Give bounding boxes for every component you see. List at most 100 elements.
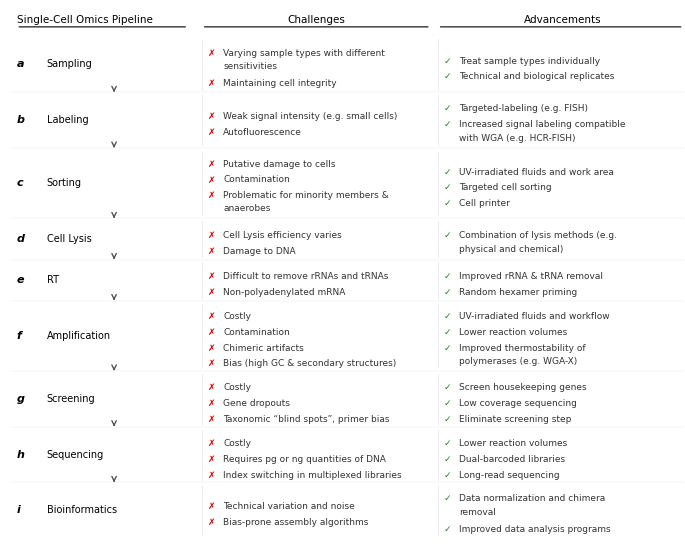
- Text: Problematic for minority members &: Problematic for minority members &: [223, 191, 389, 200]
- Text: ✗: ✗: [208, 470, 219, 480]
- Text: ✗: ✗: [208, 288, 219, 297]
- Text: f: f: [16, 331, 21, 341]
- Text: Weak signal intensity (e.g. small cells): Weak signal intensity (e.g. small cells): [223, 112, 397, 122]
- Text: removal: removal: [459, 508, 496, 517]
- Text: Targeted cell sorting: Targeted cell sorting: [459, 183, 552, 192]
- Text: Cell Lysis efficiency varies: Cell Lysis efficiency varies: [223, 231, 342, 240]
- Text: ✓: ✓: [445, 328, 455, 337]
- Text: Cell printer: Cell printer: [459, 199, 510, 208]
- Text: Labeling: Labeling: [47, 115, 88, 125]
- Text: ✗: ✗: [208, 175, 219, 184]
- Text: ✗: ✗: [208, 272, 219, 281]
- Text: ✗: ✗: [208, 112, 219, 122]
- Text: Increased signal labeling compatible: Increased signal labeling compatible: [459, 120, 625, 129]
- Text: UV-irradiated fluids and work area: UV-irradiated fluids and work area: [459, 168, 614, 177]
- Text: Improved thermostability of: Improved thermostability of: [459, 344, 586, 353]
- Text: ✗: ✗: [208, 344, 219, 353]
- Text: ✗: ✗: [208, 518, 219, 527]
- Text: g: g: [16, 394, 25, 404]
- Text: Data normalization and chimera: Data normalization and chimera: [459, 494, 606, 504]
- Text: i: i: [16, 505, 21, 516]
- Text: a: a: [16, 59, 24, 70]
- Text: Low coverage sequencing: Low coverage sequencing: [459, 399, 577, 408]
- Text: ✓: ✓: [445, 344, 455, 353]
- Text: UV-irradiated fluids and workflow: UV-irradiated fluids and workflow: [459, 312, 610, 322]
- Text: h: h: [16, 450, 24, 459]
- Text: ✗: ✗: [208, 455, 219, 464]
- Text: ✓: ✓: [445, 525, 455, 534]
- Text: with WGA (e.g. HCR-FISH): with WGA (e.g. HCR-FISH): [459, 134, 575, 143]
- Text: Cell Lysis: Cell Lysis: [47, 234, 91, 244]
- Text: Treat sample types individually: Treat sample types individually: [459, 57, 600, 65]
- Text: Single-Cell Omics Pipeline: Single-Cell Omics Pipeline: [18, 15, 153, 25]
- Text: Maintaining cell integrity: Maintaining cell integrity: [223, 79, 337, 88]
- Text: Amplification: Amplification: [47, 331, 111, 341]
- Text: Combination of lysis methods (e.g.: Combination of lysis methods (e.g.: [459, 231, 617, 240]
- Text: Sorting: Sorting: [47, 178, 82, 188]
- Text: ✓: ✓: [445, 312, 455, 322]
- Text: Taxonomic “blind spots”, primer bias: Taxonomic “blind spots”, primer bias: [223, 415, 390, 424]
- Text: Index switching in multiplexed libraries: Index switching in multiplexed libraries: [223, 470, 402, 480]
- Text: ✓: ✓: [445, 231, 455, 240]
- Text: ✓: ✓: [445, 415, 455, 424]
- Text: Chimeric artifacts: Chimeric artifacts: [223, 344, 304, 353]
- Text: ✗: ✗: [208, 359, 219, 368]
- Text: ✓: ✓: [445, 120, 455, 129]
- Text: ✓: ✓: [445, 470, 455, 480]
- Text: ✓: ✓: [445, 104, 455, 113]
- Text: polymerases (e.g. WGA-X): polymerases (e.g. WGA-X): [459, 357, 577, 366]
- Text: ✗: ✗: [208, 128, 219, 137]
- Text: Sampling: Sampling: [47, 59, 92, 70]
- Text: Random hexamer priming: Random hexamer priming: [459, 288, 577, 297]
- Text: physical and chemical): physical and chemical): [459, 245, 564, 254]
- Text: Improved data analysis programs: Improved data analysis programs: [459, 525, 611, 534]
- Text: Lower reaction volumes: Lower reaction volumes: [459, 328, 567, 337]
- Text: ✓: ✓: [445, 399, 455, 408]
- Text: ✗: ✗: [208, 79, 219, 88]
- Text: c: c: [16, 178, 23, 188]
- Text: ✓: ✓: [445, 199, 455, 208]
- Text: Autofluorescence: Autofluorescence: [223, 128, 302, 137]
- Text: sensitivities: sensitivities: [223, 62, 277, 71]
- Text: Bias-prone assembly algorithms: Bias-prone assembly algorithms: [223, 518, 369, 527]
- Text: b: b: [16, 115, 25, 125]
- Text: ✗: ✗: [208, 231, 219, 240]
- Text: Advancements: Advancements: [523, 15, 601, 25]
- Text: Eliminate screening step: Eliminate screening step: [459, 415, 571, 424]
- Text: Technical and biological replicates: Technical and biological replicates: [459, 72, 614, 81]
- Text: Putative damage to cells: Putative damage to cells: [223, 160, 336, 169]
- Text: ✗: ✗: [208, 415, 219, 424]
- Text: ✓: ✓: [445, 494, 455, 504]
- Text: ✗: ✗: [208, 312, 219, 322]
- Text: ✗: ✗: [208, 328, 219, 337]
- Text: ✓: ✓: [445, 455, 455, 464]
- Text: Sequencing: Sequencing: [47, 450, 104, 459]
- Text: Challenges: Challenges: [287, 15, 345, 25]
- Text: Improved rRNA & tRNA removal: Improved rRNA & tRNA removal: [459, 272, 603, 281]
- Text: RT: RT: [47, 275, 59, 285]
- Text: ✗: ✗: [208, 160, 219, 169]
- Text: Targeted-labeling (e.g. FISH): Targeted-labeling (e.g. FISH): [459, 104, 588, 113]
- Text: Varying sample types with different: Varying sample types with different: [223, 49, 385, 58]
- Text: d: d: [16, 234, 25, 244]
- Text: Requires pg or ng quantities of DNA: Requires pg or ng quantities of DNA: [223, 455, 386, 464]
- Text: ✓: ✓: [445, 288, 455, 297]
- Text: Screening: Screening: [47, 394, 95, 404]
- Text: Costly: Costly: [223, 383, 251, 392]
- Text: Non-polyadenylated mRNA: Non-polyadenylated mRNA: [223, 288, 346, 297]
- Text: ✗: ✗: [208, 439, 219, 447]
- Text: ✓: ✓: [445, 183, 455, 192]
- Text: ✓: ✓: [445, 272, 455, 281]
- Text: Contamination: Contamination: [223, 175, 290, 184]
- Text: Gene dropouts: Gene dropouts: [223, 399, 290, 408]
- Text: Damage to DNA: Damage to DNA: [223, 247, 296, 256]
- Text: Long-read sequencing: Long-read sequencing: [459, 470, 560, 480]
- Text: Difficult to remove rRNAs and tRNAs: Difficult to remove rRNAs and tRNAs: [223, 272, 388, 281]
- Text: Technical variation and noise: Technical variation and noise: [223, 502, 355, 511]
- Text: Dual-barcoded libraries: Dual-barcoded libraries: [459, 455, 565, 464]
- Text: ✗: ✗: [208, 383, 219, 392]
- Text: ✗: ✗: [208, 49, 219, 58]
- Text: Bioinformatics: Bioinformatics: [47, 505, 117, 516]
- Text: ✗: ✗: [208, 247, 219, 256]
- Text: ✗: ✗: [208, 191, 219, 200]
